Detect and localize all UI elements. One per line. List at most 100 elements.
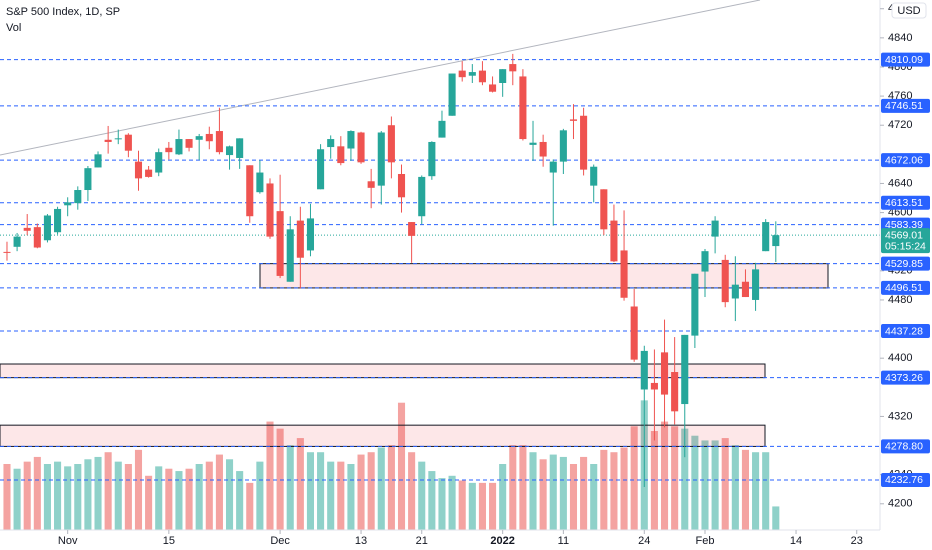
candle-body — [660, 352, 669, 395]
candle-body — [549, 161, 557, 173]
level-label: 4746.51 — [885, 100, 923, 112]
volume-bar — [701, 440, 709, 530]
candle-body — [529, 142, 537, 145]
volume-bar — [489, 482, 497, 530]
candle-body — [134, 161, 143, 179]
candle-body — [367, 181, 375, 188]
level-label-box — [881, 370, 930, 385]
price-axis — [880, 0, 932, 550]
candle-body — [711, 220, 719, 237]
last-price-box — [881, 228, 930, 254]
volume-bar — [762, 452, 770, 530]
volume-bar — [266, 421, 274, 530]
volume-bar — [731, 445, 739, 530]
level-label: 4437.28 — [885, 325, 923, 337]
candle-body — [286, 229, 294, 282]
volume-bar — [74, 464, 82, 530]
candle-body — [762, 222, 770, 252]
volume-label: Vol — [6, 22, 21, 34]
level-label: 4529.85 — [885, 258, 923, 270]
level-label: 4278.80 — [885, 441, 923, 453]
candle-body — [590, 166, 598, 186]
candle-body — [741, 281, 749, 298]
candle-body — [327, 139, 335, 148]
volume-bar — [327, 461, 335, 530]
volume-bar — [580, 456, 588, 530]
candle-body — [195, 136, 203, 140]
candle-body — [266, 183, 274, 237]
y-tick-label: 4480 — [888, 294, 912, 306]
countdown-label: 05:15:24 — [885, 240, 926, 252]
level-label-box — [881, 439, 930, 454]
candle-body — [640, 350, 648, 390]
candle-body — [671, 372, 679, 412]
trend-line — [0, 0, 761, 156]
candle-body — [620, 250, 628, 298]
volume-bar — [711, 440, 719, 530]
candle-body — [610, 220, 618, 262]
level-label-box — [881, 256, 930, 271]
zone — [0, 363, 766, 379]
candle-body — [33, 227, 41, 248]
volume-bar — [397, 402, 406, 530]
y-tick-label: 4720 — [888, 119, 912, 131]
candle-body — [94, 154, 102, 168]
volume-bar — [458, 480, 466, 530]
volume-bar — [590, 464, 598, 530]
x-tick-label: 24 — [638, 535, 650, 547]
volume-bar — [539, 459, 547, 530]
candle-body — [246, 165, 254, 217]
x-tick-label: 13 — [355, 535, 367, 547]
level-label-box — [881, 195, 930, 210]
candle-body — [13, 236, 21, 247]
volume-bar — [559, 456, 567, 530]
volume-bar — [114, 461, 122, 530]
level-label-box — [881, 324, 930, 339]
candle-body — [276, 211, 284, 276]
candle-body — [165, 147, 173, 153]
volume-bar — [236, 471, 244, 530]
candle-body — [347, 131, 355, 149]
volume-bar — [306, 452, 315, 530]
candle-body — [205, 133, 213, 142]
volume-bar — [387, 445, 395, 530]
time-axis — [0, 530, 880, 550]
candle-body — [124, 134, 132, 151]
plot-area — [0, 0, 880, 530]
volume-bar — [772, 506, 780, 530]
volume-bar — [256, 461, 264, 530]
y-tick-label: 4200 — [888, 498, 912, 510]
candle-body — [23, 227, 31, 231]
level-label-box — [881, 280, 930, 295]
candle-body — [580, 115, 588, 170]
volume-bar — [549, 454, 557, 530]
candle-body — [357, 132, 365, 163]
axes: 4880484048004760472046404600452044804400… — [58, 2, 930, 547]
level-label: 4613.51 — [885, 197, 923, 209]
volume-bar — [741, 449, 749, 530]
volume-bar — [660, 421, 669, 530]
level-label: 4373.26 — [885, 372, 923, 384]
volume-bar — [195, 464, 203, 530]
candle-body — [155, 152, 163, 173]
candle-body — [175, 139, 183, 155]
level-label: 4583.39 — [885, 219, 923, 231]
volume-bar — [600, 449, 608, 530]
volume-bar — [185, 468, 193, 530]
volume-bar — [519, 445, 527, 530]
volume-bar — [569, 464, 578, 530]
volume-bar — [418, 461, 426, 530]
volume-bar — [347, 464, 355, 530]
candle-body — [468, 72, 476, 76]
volume-bar — [134, 449, 143, 530]
candle-body — [569, 119, 578, 121]
volume-bar — [33, 456, 41, 530]
candle-body — [650, 382, 658, 390]
candle-body — [772, 235, 780, 247]
candle-body — [519, 76, 527, 140]
candle-body — [681, 334, 689, 405]
candle-body — [84, 168, 92, 191]
volume-bar — [408, 452, 416, 530]
level-label: 4810.09 — [885, 54, 923, 66]
candle-body — [114, 138, 122, 140]
